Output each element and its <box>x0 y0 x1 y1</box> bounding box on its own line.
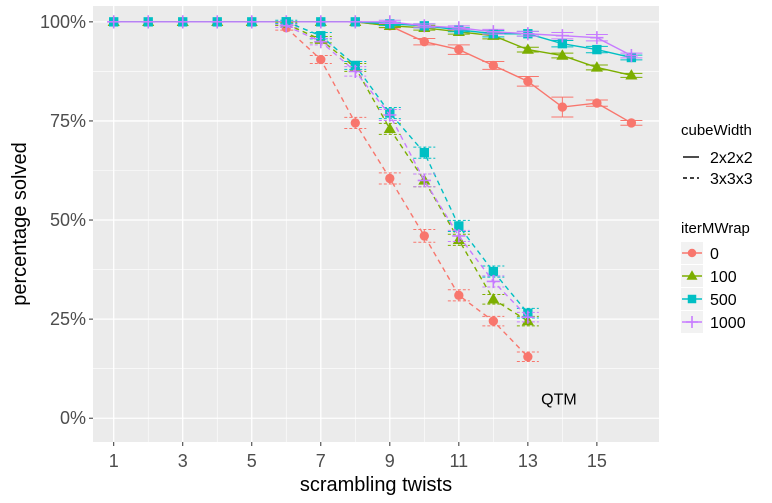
series-layer <box>107 15 643 363</box>
legend-key-1000 <box>686 316 698 328</box>
legend-label-500: 500 <box>710 292 737 309</box>
legend-itermwrap-title: iterMWrap <box>681 220 750 237</box>
data-point <box>454 221 464 231</box>
data-point <box>419 147 429 158</box>
y-tick-label: 0% <box>60 408 86 428</box>
x-tick-label: 7 <box>316 451 326 471</box>
data-point <box>419 231 429 241</box>
data-point <box>107 15 121 29</box>
legend-cubewidth: cubeWidth 2x2x2 3x3x3 <box>681 122 753 188</box>
data-point <box>383 15 397 29</box>
y-tick-label: 100% <box>40 12 86 32</box>
data-point <box>383 108 397 122</box>
data-point <box>487 293 500 304</box>
legend-cubewidth-title: cubeWidth <box>681 122 752 139</box>
data-point <box>452 21 466 35</box>
data-point <box>592 44 602 55</box>
legend-label-1000: 1000 <box>710 315 746 332</box>
data-point <box>521 43 534 54</box>
data-point <box>417 19 431 33</box>
legend-key-0 <box>687 248 697 258</box>
data-point <box>625 69 638 80</box>
y-axis: 0% 25% 50% 75% 100% <box>40 12 93 428</box>
data-point <box>454 290 464 301</box>
data-point <box>557 102 568 112</box>
legend-label-2x2x2: 2x2x2 <box>710 150 753 167</box>
data-point <box>454 44 464 55</box>
series-3x3x3-0 <box>275 23 539 363</box>
y-tick-label: 25% <box>50 309 86 329</box>
data-point <box>523 76 533 86</box>
panel-background <box>93 6 659 442</box>
annotation-qtm: QTM <box>541 391 577 408</box>
data-point <box>348 64 362 78</box>
series-line <box>285 25 529 318</box>
data-point <box>245 15 259 29</box>
data-point <box>521 27 535 41</box>
data-point <box>210 15 224 29</box>
data-point <box>523 352 533 362</box>
legend-label-3x3x3: 3x3x3 <box>710 171 753 188</box>
data-point <box>383 122 396 134</box>
data-point <box>350 118 360 128</box>
data-point <box>488 60 499 71</box>
data-point <box>316 54 326 65</box>
series-line <box>285 27 529 358</box>
y-tick-label: 50% <box>50 210 86 230</box>
data-point <box>488 316 499 326</box>
data-point <box>452 229 466 243</box>
data-point <box>314 35 328 49</box>
data-point <box>348 15 362 29</box>
x-tick-label: 5 <box>247 451 257 471</box>
data-point <box>486 274 500 289</box>
legend-key-100 <box>686 270 698 280</box>
data-point <box>141 15 155 29</box>
data-point <box>417 173 431 187</box>
data-point <box>486 25 500 39</box>
legend-label-100: 100 <box>710 269 737 286</box>
legend-key-500 <box>687 294 697 304</box>
data-point <box>590 61 603 72</box>
x-axis-title: scrambling twists <box>300 474 452 496</box>
data-point <box>419 36 429 47</box>
data-point <box>385 173 395 184</box>
x-axis: 1 3 5 7 9 11 13 15 <box>109 442 607 471</box>
series-line <box>113 21 632 57</box>
y-tick-label: 75% <box>50 111 86 131</box>
data-point <box>488 266 499 277</box>
x-tick-label: 15 <box>587 451 607 471</box>
data-point <box>590 31 604 45</box>
data-point <box>314 15 328 29</box>
series-line <box>285 23 529 322</box>
x-tick-label: 3 <box>178 451 188 471</box>
legend-itermwrap: iterMWrap 0 100 500 1000 <box>681 220 750 333</box>
x-tick-label: 1 <box>109 451 119 471</box>
data-point <box>176 15 190 29</box>
x-tick-label: 11 <box>449 451 468 471</box>
y-axis-title: percentage solved <box>9 142 31 305</box>
data-point <box>521 310 535 324</box>
x-tick-label: 13 <box>518 451 538 471</box>
series-2x2x2-1000 <box>107 15 643 63</box>
data-point <box>555 29 569 43</box>
series-3x3x3-1000 <box>275 19 539 324</box>
legend-label-0: 0 <box>710 246 719 263</box>
data-point <box>592 98 602 108</box>
data-point <box>279 19 293 33</box>
data-point <box>626 118 637 128</box>
data-point <box>624 48 638 63</box>
x-tick-label: 9 <box>385 451 395 471</box>
data-point <box>556 49 569 60</box>
data-point <box>557 38 568 49</box>
